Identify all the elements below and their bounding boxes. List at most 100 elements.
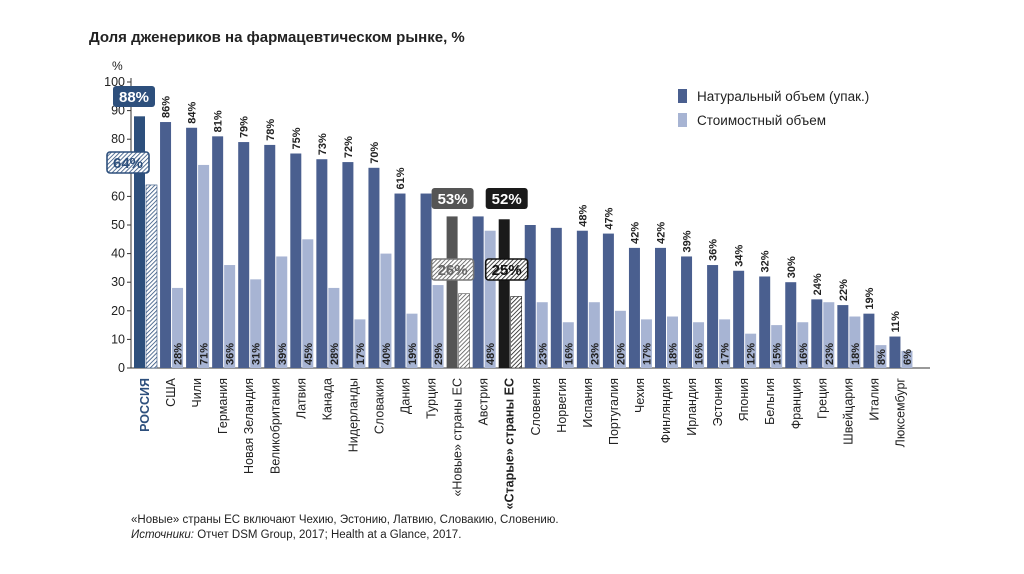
value-label: 15%: [772, 343, 784, 365]
category-label: Турция: [425, 378, 439, 419]
y-axis-unit: %: [112, 59, 123, 73]
callout-label: 26%: [438, 262, 468, 279]
bar-volume: [837, 305, 849, 368]
bar-volume: [290, 153, 302, 368]
volume-label: 39%: [682, 230, 694, 252]
value-label: 29%: [433, 343, 445, 365]
bar-volume: [707, 265, 719, 368]
callout-box: [485, 188, 528, 209]
value-label: 48%: [485, 343, 497, 365]
y-tick-label: 50: [111, 218, 125, 232]
value-label: 16%: [563, 343, 575, 365]
y-tick-label: 10: [111, 332, 125, 346]
bar-volume: [238, 142, 250, 368]
bar-volume: [733, 270, 745, 368]
bar-volume: [576, 230, 588, 368]
bar-volume: [655, 247, 666, 368]
category-label: Португалия: [607, 378, 621, 445]
volume-label: 73%: [317, 133, 329, 155]
category-label: Ирландия: [685, 378, 699, 436]
bar-value: [640, 319, 652, 368]
y-tick-label: 80: [111, 132, 125, 146]
volume-label: 32%: [760, 250, 772, 272]
callout-label: 88%: [119, 89, 149, 106]
volume-label: 42%: [656, 222, 668, 244]
volume-label: 79%: [239, 116, 251, 138]
y-tick-label: 0: [118, 361, 125, 375]
bar-value: [302, 239, 314, 368]
category-label: Швейцария: [841, 378, 855, 445]
value-label: 17%: [641, 343, 653, 365]
bar-volume: [160, 122, 172, 368]
value-label: 23%: [537, 343, 549, 365]
y-tick-label: 30: [111, 275, 125, 289]
value-label: 6%: [902, 349, 914, 365]
y-tick-label: 40: [111, 247, 125, 261]
y-tick-label: 60: [111, 189, 125, 203]
bar-volume: [342, 162, 354, 368]
category-label: Люксембург: [893, 378, 907, 448]
bar-value: [745, 333, 757, 368]
data-labels: 28% 86% 71% 84% 36% 81% 31% 79% 39% 78% 45% 75% 28% 7…: [106, 86, 914, 365]
category-label: США: [164, 377, 178, 406]
bar-value: [458, 293, 470, 369]
value-label: 36%: [225, 343, 237, 365]
legend-swatch-value: [678, 113, 687, 127]
callout-box: [430, 258, 475, 281]
category-label: Финляндия: [659, 378, 673, 443]
value-label: 16%: [798, 343, 810, 365]
callout-label: 52%: [492, 191, 522, 208]
bar-value: [432, 285, 444, 368]
bar-value: [328, 287, 340, 368]
y-tick-label: 20: [111, 304, 125, 318]
value-label: 17%: [355, 343, 367, 365]
category-label: Латвия: [294, 378, 308, 419]
callout-label: 53%: [438, 191, 468, 208]
category-label: Бельгия: [763, 378, 777, 425]
value-label: 18%: [668, 343, 680, 365]
bar-value: [484, 230, 496, 368]
bar-value: [406, 313, 418, 368]
y-tick-label: 100: [104, 75, 125, 89]
volume-label: 78%: [265, 119, 277, 141]
category-label: Великобритания: [268, 378, 282, 474]
volume-label: 72%: [343, 136, 355, 158]
callout-label: 64%: [113, 155, 143, 172]
category-label: Словакия: [372, 378, 386, 434]
x-axis: РОССИЯ США Чили Германия Новая Зеландия Велик…: [138, 377, 907, 509]
category-label: Греция: [815, 378, 829, 419]
value-label: 16%: [694, 343, 706, 365]
volume-label: 48%: [577, 204, 589, 226]
volume-label: 61%: [395, 167, 407, 189]
bar-volume: [889, 336, 901, 368]
category-label: Дания: [399, 378, 413, 414]
value-label: 18%: [850, 343, 862, 365]
callout-box: [431, 188, 474, 209]
value-label: 8%: [876, 349, 888, 365]
callout-box: [484, 258, 529, 281]
bar-volume: [134, 116, 145, 368]
value-label: 23%: [589, 343, 601, 365]
bar-volume: [316, 159, 328, 368]
bar-value: [875, 345, 887, 368]
bar-value: [667, 316, 678, 368]
bar-volume: [420, 193, 432, 368]
callout-label: 25%: [492, 262, 522, 279]
value-label: 12%: [746, 343, 758, 365]
bar-volume: [186, 127, 198, 368]
value-label: 39%: [277, 343, 289, 365]
bar-volume: [264, 144, 276, 368]
category-label: Чили: [190, 378, 204, 408]
category-label: «Новые» страны ЕС: [451, 378, 465, 497]
category-label: Италия: [867, 378, 881, 421]
chart-title: Доля дженериков на фармацевтическом рынк…: [89, 29, 465, 46]
category-label: Франция: [789, 378, 803, 429]
sources-line: Источники: Отчет DSM Group, 2017; Health…: [131, 528, 559, 543]
category-label: Австрия: [477, 378, 491, 426]
category-label: Новая Зеландия: [242, 378, 256, 474]
category-label: Нидерланды: [346, 378, 360, 452]
bar-value: [562, 322, 574, 368]
footnote: «Новые» страны ЕС включают Чехию, Эстони…: [131, 513, 559, 543]
bar-value: [380, 253, 392, 368]
value-label: 20%: [615, 343, 627, 365]
